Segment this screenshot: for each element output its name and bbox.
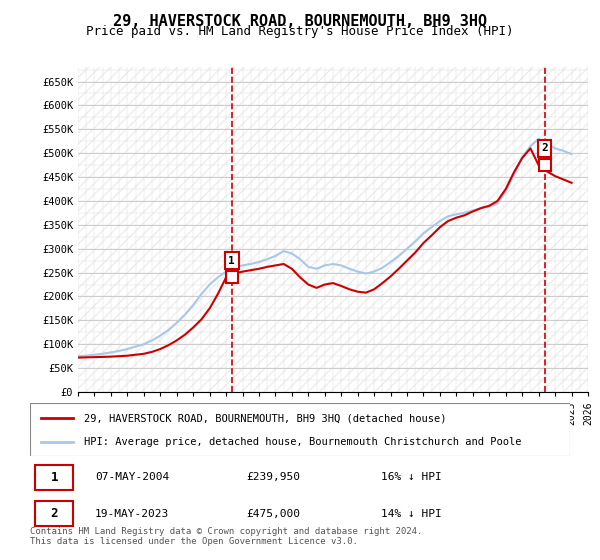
Text: 14% ↓ HPI: 14% ↓ HPI bbox=[381, 509, 442, 519]
Text: 2: 2 bbox=[541, 143, 548, 153]
Text: 1: 1 bbox=[50, 471, 58, 484]
FancyBboxPatch shape bbox=[35, 501, 73, 526]
Text: 16% ↓ HPI: 16% ↓ HPI bbox=[381, 473, 442, 482]
Text: 1: 1 bbox=[229, 256, 235, 265]
FancyBboxPatch shape bbox=[35, 465, 73, 490]
Text: £475,000: £475,000 bbox=[246, 509, 300, 519]
Text: £239,950: £239,950 bbox=[246, 473, 300, 482]
Text: 07-MAY-2004: 07-MAY-2004 bbox=[95, 473, 169, 482]
Text: 29, HAVERSTOCK ROAD, BOURNEMOUTH, BH9 3HQ (detached house): 29, HAVERSTOCK ROAD, BOURNEMOUTH, BH9 3H… bbox=[84, 413, 446, 423]
Text: HPI: Average price, detached house, Bournemouth Christchurch and Poole: HPI: Average price, detached house, Bour… bbox=[84, 436, 521, 446]
Text: Contains HM Land Registry data © Crown copyright and database right 2024.
This d: Contains HM Land Registry data © Crown c… bbox=[30, 526, 422, 546]
Text: 29, HAVERSTOCK ROAD, BOURNEMOUTH, BH9 3HQ: 29, HAVERSTOCK ROAD, BOURNEMOUTH, BH9 3H… bbox=[113, 14, 487, 29]
Text: 19-MAY-2023: 19-MAY-2023 bbox=[95, 509, 169, 519]
Text: Price paid vs. HM Land Registry's House Price Index (HPI): Price paid vs. HM Land Registry's House … bbox=[86, 25, 514, 38]
FancyBboxPatch shape bbox=[30, 403, 570, 456]
Text: 2: 2 bbox=[50, 507, 58, 520]
